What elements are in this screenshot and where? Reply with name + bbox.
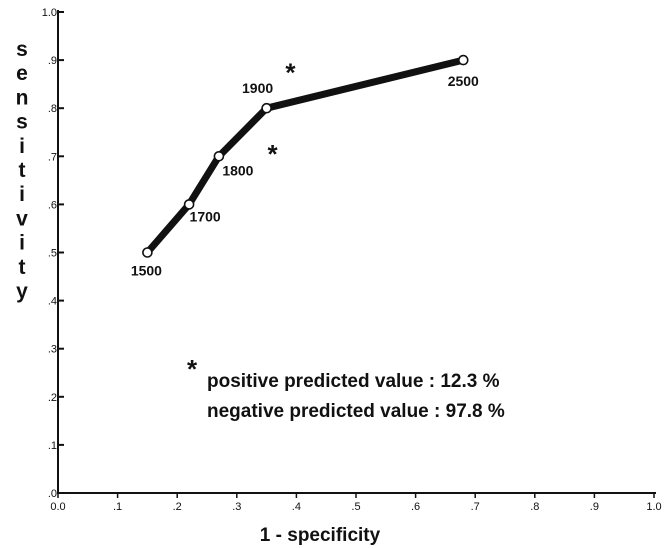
- series: 1500 1700 1800 1900 2500: [131, 56, 479, 279]
- y-label-letter: t: [19, 256, 26, 279]
- point-label: 1800: [222, 162, 253, 178]
- point-label: 1900: [242, 80, 273, 96]
- x-axis-label: 1 - specificity: [260, 525, 381, 546]
- note: * positive predicted value : 12.3 % nega…: [187, 354, 505, 422]
- x-tick-label: .2: [173, 501, 182, 513]
- y-tick-label: .7: [48, 151, 57, 163]
- y-label-letter: v: [16, 207, 28, 230]
- y-label-letter: n: [16, 86, 29, 109]
- y-label-letter: y: [16, 280, 28, 303]
- annotations: **: [267, 57, 296, 169]
- point-label: 1500: [131, 263, 162, 279]
- data-point: [459, 56, 468, 65]
- x-tick-label: .9: [590, 501, 599, 513]
- asterisk-annotation: *: [285, 57, 296, 87]
- asterisk-annotation: *: [267, 139, 278, 169]
- y-tick-label: .3: [48, 344, 57, 356]
- y-label-letter: i: [19, 232, 25, 255]
- point-label: 1700: [190, 208, 221, 224]
- y-label-letter: i: [19, 135, 25, 158]
- y-tick-label: .2: [48, 392, 57, 404]
- x-tick-label: .1: [113, 501, 122, 513]
- y-label-letter: s: [16, 38, 28, 61]
- data-point: [143, 248, 152, 257]
- note-line-positive: positive predicted value : 12.3 %: [207, 371, 500, 392]
- point-label: 2500: [448, 73, 479, 89]
- y-label-letter: t: [19, 159, 26, 182]
- x-ticks: 0.0 .1 .2 .3 .4 .5 .6 .7 .8 .9 1.0: [50, 493, 661, 513]
- x-tick-label: 1.0: [646, 501, 661, 513]
- y-tick-label: .1: [48, 440, 57, 452]
- x-tick-label: .3: [232, 501, 241, 513]
- x-tick-label: .7: [471, 501, 480, 513]
- y-tick-label: .8: [48, 103, 57, 115]
- data-point: [214, 152, 223, 161]
- note-star-icon: *: [187, 354, 198, 384]
- x-tick-label: 0.0: [50, 501, 65, 513]
- y-tick-label: .6: [48, 199, 57, 211]
- y-ticks: .0 .1 .2 .3 .4 .5 .6 .7 .8 .9 1.0: [42, 7, 64, 500]
- y-tick-label: .4: [48, 296, 57, 308]
- x-tick-label: .4: [292, 501, 301, 513]
- x-tick-label: .8: [530, 501, 539, 513]
- y-label-letter: s: [16, 111, 28, 134]
- x-tick-label: .6: [411, 501, 420, 513]
- y-label-letter: i: [19, 183, 25, 206]
- data-point: [262, 104, 271, 113]
- y-tick-label: 1.0: [42, 7, 57, 19]
- note-line-negative: negative predicted value : 97.8 %: [207, 401, 505, 422]
- y-tick-label: .9: [48, 55, 57, 67]
- x-tick-label: .5: [351, 501, 360, 513]
- y-label-letter: e: [16, 62, 28, 85]
- y-tick-label: .5: [48, 248, 57, 260]
- y-tick-label: .0: [48, 488, 57, 500]
